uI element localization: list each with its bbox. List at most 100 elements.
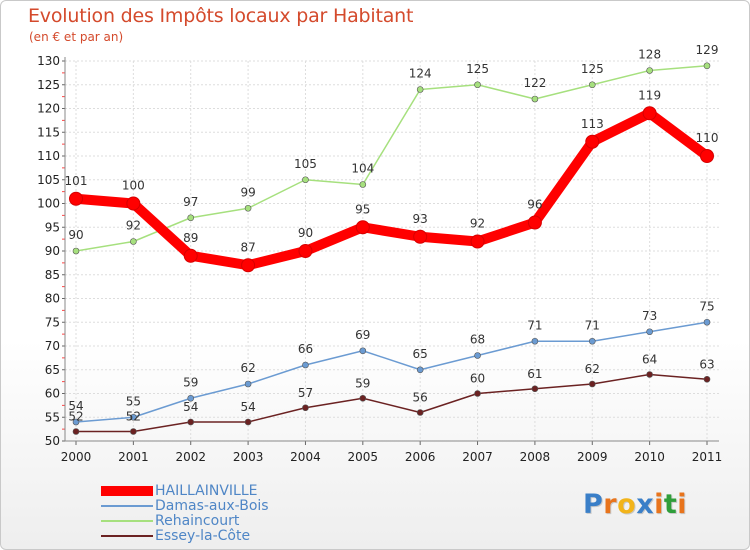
data-point xyxy=(187,418,195,426)
data-label: 52 xyxy=(126,410,141,424)
data-label: 105 xyxy=(294,157,317,171)
data-label: 100 xyxy=(122,179,145,193)
data-point xyxy=(416,409,424,416)
data-label: 69 xyxy=(355,328,370,342)
data-label: 64 xyxy=(642,353,657,367)
data-label: 89 xyxy=(183,231,198,245)
data-point xyxy=(302,361,309,369)
data-point xyxy=(244,418,252,426)
y-tick-label: 130 xyxy=(37,54,60,68)
data-label: 92 xyxy=(470,217,485,231)
data-point xyxy=(359,394,367,402)
legend-swatch xyxy=(101,535,153,537)
logo-letter: o xyxy=(617,489,637,520)
y-tick-label: 125 xyxy=(37,78,60,92)
x-tick-label: 2003 xyxy=(233,450,264,464)
data-point xyxy=(72,418,80,426)
logo-letter: x xyxy=(636,489,655,520)
x-tick-label: 2008 xyxy=(520,450,551,464)
series-damas-aux-bois: 54 55 59 62 66 69 65 68 71 71 73 75 xyxy=(68,299,715,426)
y-tick-label: 60 xyxy=(45,387,60,401)
x-tick-label: 2004 xyxy=(290,450,321,464)
data-point xyxy=(531,95,539,103)
data-label: 96 xyxy=(527,198,542,212)
series-rehaincourt: 90 92 97 99 105 104 124 125 122 125 128 129 xyxy=(68,43,718,255)
data-point xyxy=(588,380,596,388)
y-tick-label: 115 xyxy=(37,125,60,139)
data-point xyxy=(646,328,653,336)
data-point xyxy=(703,375,711,383)
data-label: 90 xyxy=(298,226,313,240)
series-line xyxy=(71,108,712,271)
data-label: 95 xyxy=(355,202,370,216)
data-label: 59 xyxy=(183,375,198,389)
x-tick-label: 2010 xyxy=(634,450,665,464)
data-label: 110 xyxy=(696,131,719,145)
y-tick-label: 55 xyxy=(45,410,60,424)
data-label: 62 xyxy=(585,362,600,376)
data-point xyxy=(130,238,137,245)
x-tick-label: 2006 xyxy=(405,450,436,464)
y-tick-label: 50 xyxy=(45,434,60,448)
data-point xyxy=(531,337,539,345)
data-point xyxy=(72,247,80,255)
x-tick-label: 2000 xyxy=(61,450,92,464)
data-point xyxy=(302,404,309,412)
data-point xyxy=(298,244,313,258)
logo-letter: P xyxy=(583,489,604,520)
logo-letter: r xyxy=(603,489,618,520)
data-point xyxy=(416,86,424,93)
y-tick-label: 85 xyxy=(45,268,60,282)
logo-letter: t xyxy=(663,489,678,520)
x-tick-label: 2002 xyxy=(175,450,206,464)
data-label: 66 xyxy=(298,342,313,356)
y-tick-label: 95 xyxy=(45,220,60,234)
data-label: 125 xyxy=(581,62,604,76)
data-label: 93 xyxy=(413,212,428,226)
data-label: 55 xyxy=(126,394,141,408)
y-tick-label: 100 xyxy=(37,197,60,211)
data-label: 122 xyxy=(523,76,546,90)
logo-letter: i xyxy=(654,489,664,520)
legend-label: HAILLAINVILLE xyxy=(155,483,258,499)
data-label: 54 xyxy=(68,399,83,413)
y-tick-label: 80 xyxy=(45,292,60,306)
data-label: 63 xyxy=(699,357,714,371)
chart-title: Evolution des Impôts locaux par Habitant xyxy=(28,5,414,27)
data-label: 113 xyxy=(581,117,604,131)
y-tick-label: 120 xyxy=(37,102,60,116)
legend-label: Damas-aux-Bois xyxy=(155,498,269,514)
series-haillainville: 101 100 89 87 90 95 93 92 96 113 119 110 xyxy=(65,88,719,273)
data-label: 54 xyxy=(183,400,198,414)
data-point xyxy=(130,413,137,421)
data-label: 75 xyxy=(699,299,714,313)
data-point xyxy=(416,366,424,374)
data-point xyxy=(588,81,596,89)
data-point xyxy=(646,67,653,74)
data-point xyxy=(244,204,252,212)
data-label: 101 xyxy=(65,174,88,188)
x-tick-label: 2005 xyxy=(348,450,379,464)
series-line xyxy=(75,321,708,423)
data-label: 87 xyxy=(240,240,255,254)
legend-label: Essey-la-Côte xyxy=(155,528,251,544)
data-label: 99 xyxy=(240,185,255,199)
chart-subtitle: (en € et par an) xyxy=(29,30,124,44)
data-label: 124 xyxy=(409,67,432,81)
data-label: 71 xyxy=(585,318,600,332)
data-point xyxy=(585,134,600,149)
y-tick-label: 75 xyxy=(45,315,60,329)
x-tick-label: 2009 xyxy=(577,450,608,464)
data-point xyxy=(69,191,83,206)
data-point xyxy=(703,62,711,70)
legend-swatch xyxy=(101,505,153,507)
data-point xyxy=(359,181,367,188)
data-point xyxy=(588,337,596,345)
data-point xyxy=(700,149,714,163)
data-point xyxy=(187,394,195,402)
y-tick-label: 105 xyxy=(37,173,60,187)
data-point xyxy=(470,234,485,249)
